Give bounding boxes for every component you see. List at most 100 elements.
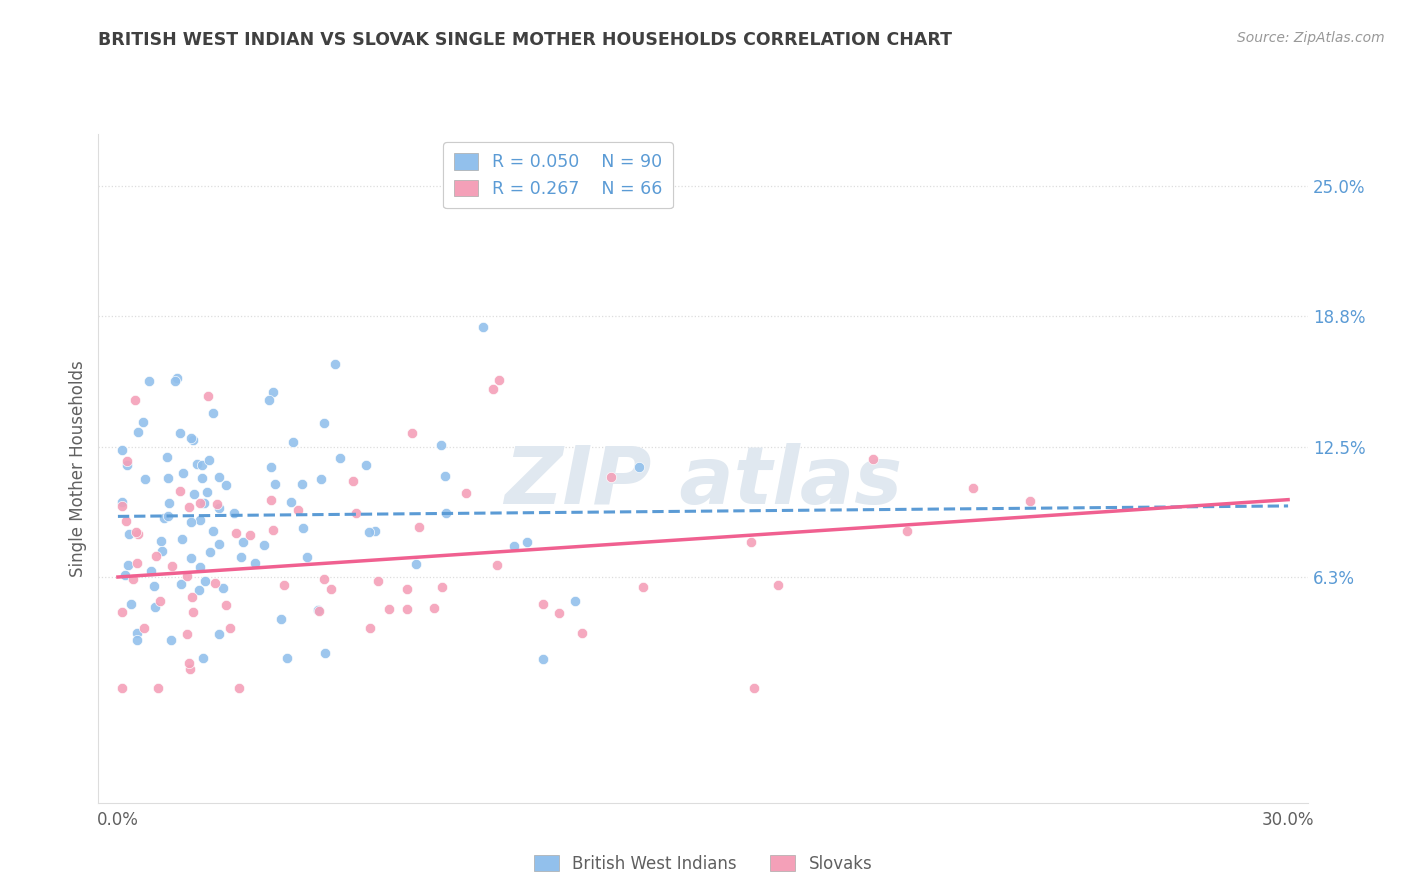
Point — [157, 471, 180, 485]
Point — [262, 523, 284, 537]
Point — [222, 506, 245, 520]
Point — [157, 508, 180, 523]
Point — [115, 453, 138, 467]
Point — [488, 373, 510, 387]
Point — [191, 471, 214, 485]
Point — [215, 478, 238, 492]
Point — [408, 520, 430, 534]
Point — [219, 621, 242, 635]
Point — [177, 500, 200, 515]
Point — [166, 371, 188, 385]
Point — [344, 506, 367, 520]
Point — [120, 597, 142, 611]
Point — [127, 633, 149, 648]
Point — [149, 594, 172, 608]
Point — [195, 485, 218, 500]
Point — [180, 432, 202, 446]
Point — [260, 460, 283, 475]
Point — [364, 524, 387, 539]
Point — [157, 495, 180, 509]
Point — [111, 495, 134, 509]
Point — [180, 590, 202, 604]
Point — [215, 599, 238, 613]
Point — [186, 457, 208, 471]
Point — [197, 453, 219, 467]
Point — [239, 528, 262, 542]
Point — [115, 458, 138, 472]
Point — [198, 545, 221, 559]
Point — [395, 582, 418, 597]
Point — [183, 486, 205, 500]
Point — [531, 597, 554, 611]
Point — [127, 625, 149, 640]
Point — [127, 527, 149, 541]
Point — [485, 558, 508, 572]
Point — [401, 425, 423, 440]
Point — [395, 602, 418, 616]
Point — [208, 627, 231, 641]
Point — [204, 576, 226, 591]
Point — [176, 627, 198, 641]
Point — [329, 450, 352, 465]
Point — [323, 357, 346, 371]
Point — [432, 580, 454, 594]
Point — [273, 578, 295, 592]
Point — [257, 393, 280, 408]
Point — [276, 651, 298, 665]
Point — [862, 452, 884, 467]
Point — [201, 406, 224, 420]
Point — [359, 525, 381, 540]
Point — [122, 572, 145, 586]
Point — [111, 681, 134, 695]
Point — [142, 579, 165, 593]
Point — [153, 511, 176, 525]
Point — [170, 533, 193, 547]
Point — [127, 425, 149, 439]
Point — [314, 646, 336, 660]
Point — [180, 550, 202, 565]
Point — [212, 582, 235, 596]
Point — [193, 496, 215, 510]
Point — [197, 389, 219, 403]
Point — [430, 438, 453, 452]
Point — [245, 556, 267, 570]
Point — [169, 425, 191, 440]
Point — [482, 382, 505, 396]
Point — [114, 568, 136, 582]
Point — [297, 550, 319, 565]
Point — [378, 602, 401, 616]
Point — [134, 621, 156, 635]
Point — [342, 474, 364, 488]
Point — [531, 651, 554, 665]
Point — [143, 599, 166, 614]
Point — [253, 538, 276, 552]
Point — [962, 481, 984, 495]
Point — [454, 486, 477, 500]
Point — [321, 582, 343, 596]
Point — [188, 582, 211, 597]
Point — [139, 564, 162, 578]
Point — [188, 495, 211, 509]
Point — [149, 534, 172, 549]
Point — [1019, 494, 1042, 508]
Point — [434, 469, 457, 483]
Legend: R = 0.050    N = 90, R = 0.267    N = 66: R = 0.050 N = 90, R = 0.267 N = 66 — [443, 143, 672, 209]
Point — [138, 375, 160, 389]
Point — [291, 521, 314, 535]
Point — [125, 556, 148, 570]
Point — [207, 497, 229, 511]
Point — [191, 651, 214, 665]
Point — [145, 549, 167, 564]
Point — [283, 434, 305, 449]
Point — [146, 681, 169, 695]
Point — [270, 612, 292, 626]
Point — [118, 526, 141, 541]
Point — [111, 442, 134, 457]
Point — [262, 384, 284, 399]
Point — [208, 501, 231, 516]
Point — [571, 626, 593, 640]
Point — [169, 484, 191, 499]
Point — [516, 534, 538, 549]
Point — [111, 500, 134, 514]
Point — [766, 577, 789, 591]
